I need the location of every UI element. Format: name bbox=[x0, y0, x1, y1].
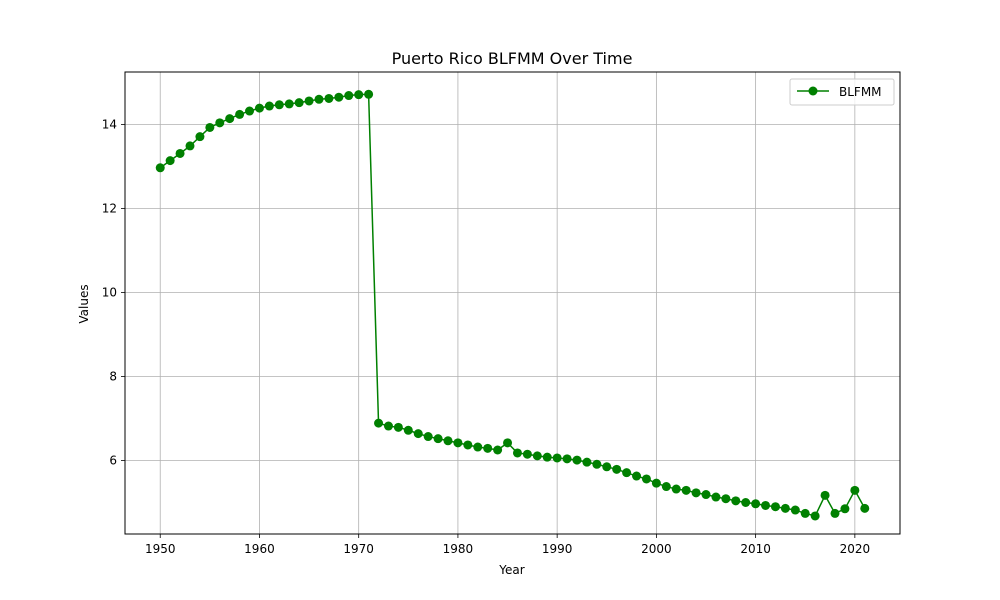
data-point bbox=[403, 425, 413, 435]
data-point bbox=[503, 438, 513, 448]
y-tick-label: 6 bbox=[109, 454, 117, 468]
data-point bbox=[701, 490, 711, 500]
data-point bbox=[463, 440, 473, 450]
data-point bbox=[790, 505, 800, 515]
data-point bbox=[532, 451, 542, 461]
data-point bbox=[671, 484, 681, 494]
data-point bbox=[453, 438, 463, 448]
data-point bbox=[641, 474, 651, 484]
x-tick-label: 2020 bbox=[840, 542, 871, 556]
x-tick-label: 2000 bbox=[641, 542, 672, 556]
data-point bbox=[374, 418, 384, 428]
data-point bbox=[304, 96, 314, 106]
data-point bbox=[582, 457, 592, 467]
data-point bbox=[344, 91, 354, 101]
data-point bbox=[552, 453, 562, 463]
data-point bbox=[770, 502, 780, 512]
data-point bbox=[731, 496, 741, 506]
data-point bbox=[235, 109, 245, 119]
data-point bbox=[354, 90, 364, 100]
data-point bbox=[632, 471, 642, 481]
data-point bbox=[711, 492, 721, 502]
data-point bbox=[850, 485, 860, 495]
data-point bbox=[741, 498, 751, 507]
data-point bbox=[810, 511, 820, 521]
data-point bbox=[195, 132, 205, 142]
data-point bbox=[175, 148, 185, 158]
data-point bbox=[413, 429, 423, 439]
data-point bbox=[761, 500, 771, 510]
data-point bbox=[721, 494, 731, 504]
x-tick-label: 1980 bbox=[443, 542, 474, 556]
data-point bbox=[562, 454, 572, 464]
data-point bbox=[245, 106, 255, 116]
data-point bbox=[155, 163, 165, 173]
data-point bbox=[473, 442, 483, 452]
axis-ticks: 1950 1960 1970 1980 1990 2000 2010 2020 6 8 10 12 14 bbox=[102, 118, 870, 557]
y-tick-label: 8 bbox=[109, 370, 117, 384]
data-point bbox=[830, 508, 840, 518]
data-point bbox=[274, 100, 284, 110]
x-tick-label: 1960 bbox=[244, 542, 275, 556]
data-point bbox=[483, 443, 493, 453]
series-layer bbox=[155, 89, 870, 521]
data-point bbox=[522, 449, 532, 459]
data-point bbox=[661, 482, 671, 492]
data-point bbox=[800, 508, 810, 518]
data-point bbox=[651, 478, 661, 488]
data-point bbox=[433, 434, 443, 444]
data-point bbox=[364, 89, 374, 99]
data-point bbox=[860, 503, 870, 513]
data-point bbox=[780, 503, 790, 513]
legend-marker-swatch bbox=[808, 86, 818, 96]
data-point bbox=[264, 101, 274, 111]
chart-title: Puerto Rico BLFMM Over Time bbox=[392, 49, 633, 68]
x-tick-label: 2010 bbox=[740, 542, 771, 556]
data-point bbox=[423, 432, 433, 442]
data-point bbox=[215, 118, 225, 128]
data-point bbox=[602, 462, 612, 472]
legend: BLFMM bbox=[789, 78, 895, 106]
data-point bbox=[572, 455, 582, 465]
data-point bbox=[691, 488, 701, 498]
data-point bbox=[493, 445, 503, 455]
x-tick-label: 1990 bbox=[542, 542, 573, 556]
data-point bbox=[254, 103, 264, 113]
data-point bbox=[393, 422, 403, 432]
y-tick-label: 14 bbox=[102, 118, 117, 132]
x-tick-label: 1970 bbox=[343, 542, 374, 556]
y-tick-label: 12 bbox=[102, 202, 117, 216]
data-point bbox=[820, 490, 830, 500]
data-point bbox=[612, 464, 622, 474]
data-point bbox=[314, 94, 324, 104]
x-tick-label: 1950 bbox=[145, 542, 176, 556]
legend-box bbox=[789, 78, 895, 106]
grid-lines bbox=[125, 72, 900, 534]
plot-frame bbox=[124, 71, 901, 535]
data-point bbox=[443, 436, 453, 446]
data-point bbox=[165, 156, 175, 166]
data-point bbox=[512, 448, 522, 458]
data-point bbox=[205, 122, 215, 132]
data-point bbox=[383, 421, 393, 431]
data-point bbox=[185, 141, 195, 151]
y-tick-label: 10 bbox=[102, 286, 117, 300]
data-point bbox=[681, 485, 691, 495]
y-axis-title: Values bbox=[77, 284, 91, 323]
x-axis-title: Year bbox=[498, 563, 524, 577]
legend-label: BLFMM bbox=[839, 85, 882, 99]
data-point bbox=[542, 452, 552, 462]
data-point bbox=[622, 468, 632, 478]
data-point bbox=[334, 92, 344, 102]
data-point bbox=[324, 93, 334, 103]
data-point bbox=[592, 459, 602, 469]
data-point bbox=[284, 99, 294, 109]
data-point bbox=[294, 98, 304, 108]
series-line bbox=[159, 93, 866, 517]
data-point bbox=[840, 504, 850, 514]
data-point bbox=[225, 114, 235, 124]
data-point bbox=[751, 499, 761, 509]
